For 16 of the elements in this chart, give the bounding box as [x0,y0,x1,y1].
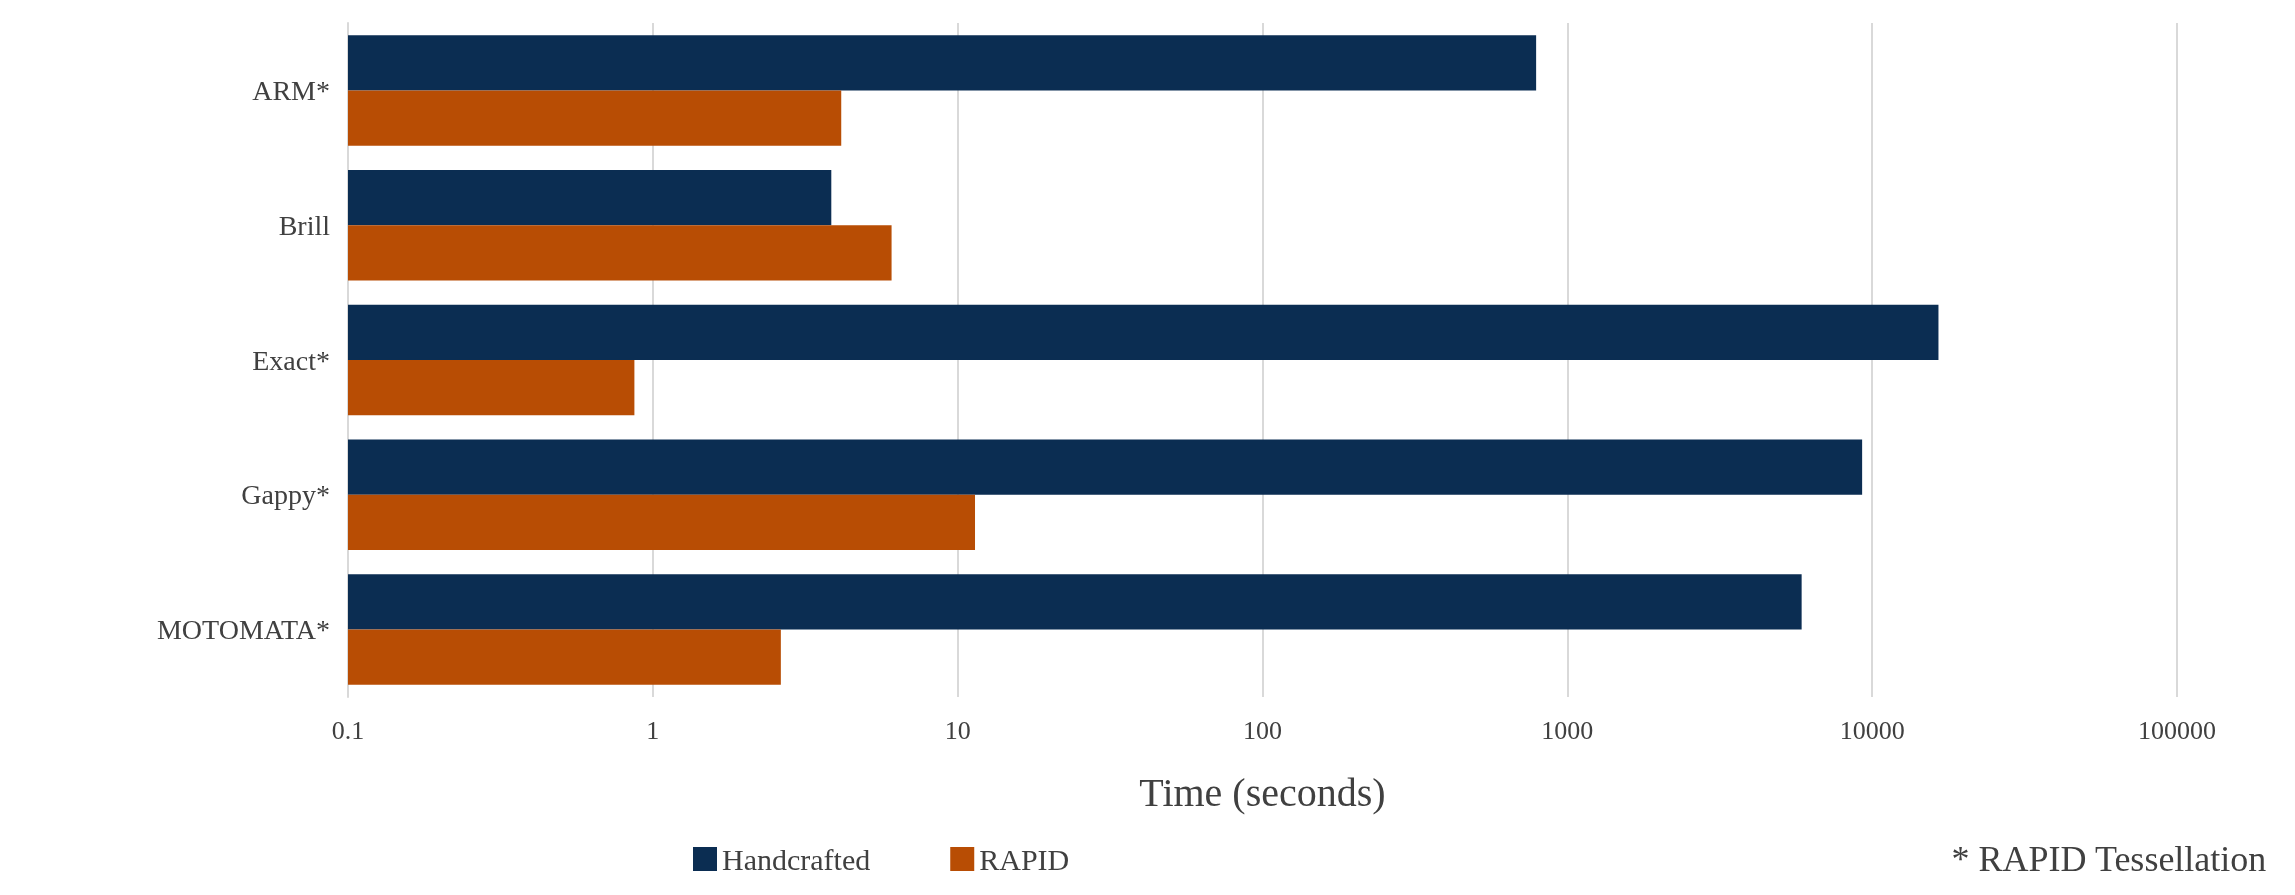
text: * RAPID Tessellation [1951,839,2267,879]
x-tick-label: 0.1 [331,715,365,745]
x-tick-label: 100000 [2138,715,2216,745]
y-tick-label: Brill [278,209,331,241]
legend-label: RAPID [979,842,1070,876]
x-tick-label: 1 [646,715,660,745]
x-tick-label: 10000 [1839,715,1905,745]
y-tick-label: ARM* [252,74,330,106]
y-tick-label: MOTOMATA* [156,614,330,646]
legend-label: Handcrafted [722,842,871,876]
x-tick-label: 1000 [1541,715,1594,745]
y-tick-label: Gappy* [241,479,330,511]
x-tick-label: 10 [944,715,971,745]
x-axis-title: Time (seconds) [1139,769,1386,815]
x-tick-label: 100 [1243,715,1282,745]
y-tick-label: Exact* [252,344,330,376]
